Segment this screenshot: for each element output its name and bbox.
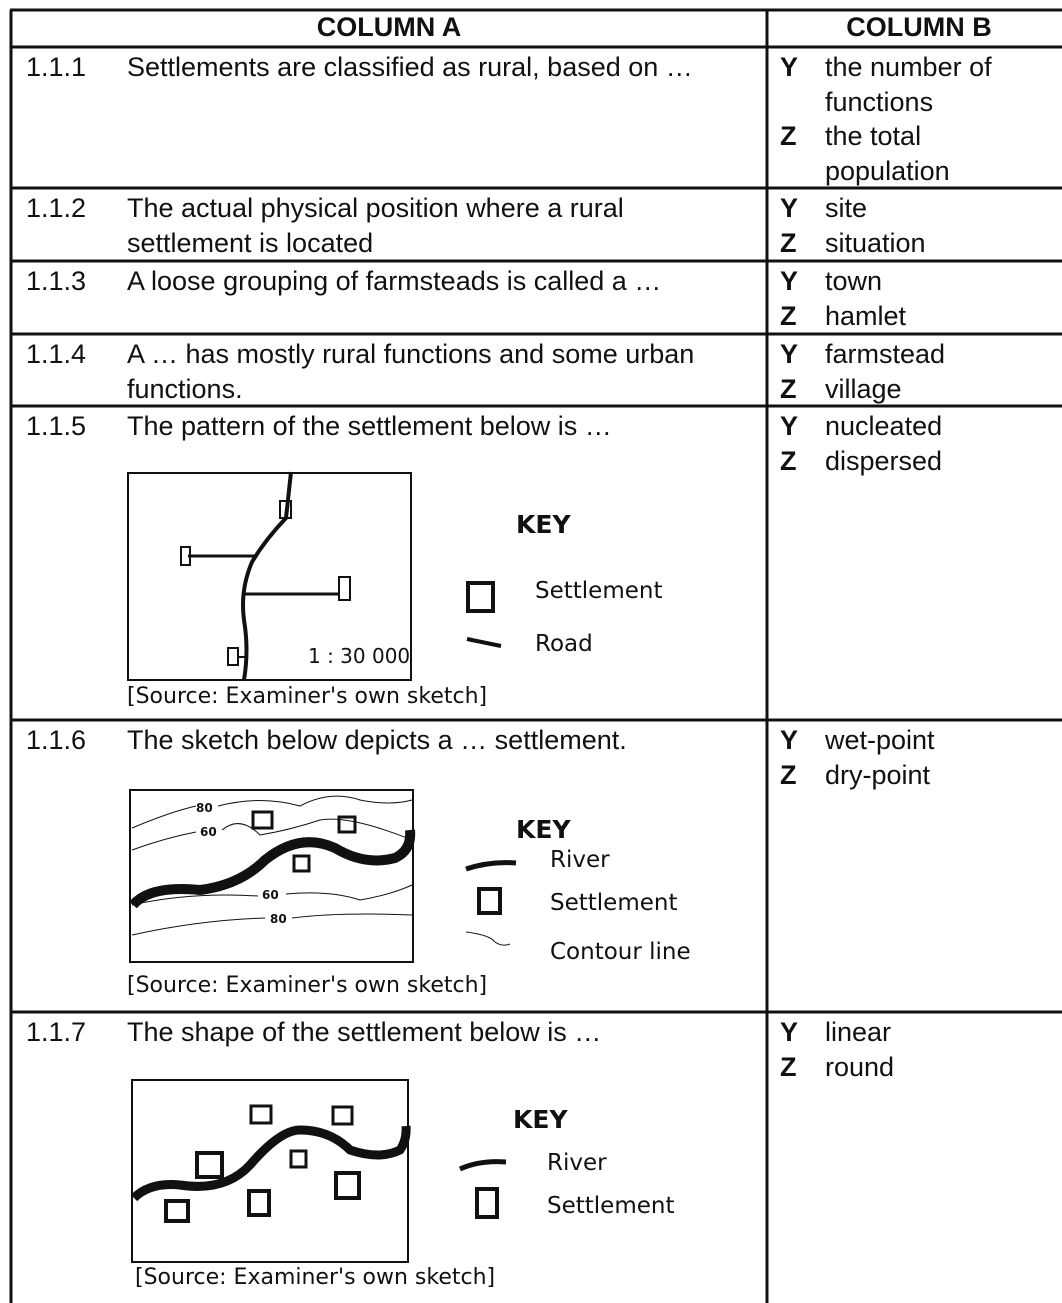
question: Settlements are classified as rural, bas… [127,50,697,85]
option-text: hamlet [825,299,995,334]
question: The shape of the settlement below is … [127,1015,747,1050]
item-number: 1.1.4 [26,337,86,372]
option-text: the total population [825,119,995,188]
question: A … has mostly rural functions and some … [127,337,697,406]
source: [Source: Examiner's own sketch] [135,1265,495,1290]
key-label: Settlement [550,890,677,916]
option-letter: Y [780,264,825,299]
option-text: wet-point [825,723,995,758]
key-title: KEY [516,815,571,844]
option-letter: Z [780,226,825,261]
question: The actual physical position where a rur… [127,191,697,260]
key-label: Settlement [547,1193,674,1219]
option-text: town [825,264,995,299]
sketch-site [130,790,516,962]
contour-label: 80 [270,912,287,926]
option-text: site [825,191,995,226]
key-title: KEY [513,1105,568,1134]
item-number: 1.1.5 [26,409,86,444]
item-number: 1.1.2 [26,191,86,226]
option-text: nucleated [825,409,995,444]
header: COLUMN A [11,10,767,45]
item-number: 1.1.7 [26,1015,86,1050]
option-text: situation [825,226,995,261]
item-number: 1.1.6 [26,723,86,758]
question: A loose grouping of farmsteads is called… [127,264,767,299]
option-text: dry-point [825,758,995,793]
option-letter: Y [780,1015,825,1050]
option-letter: Y [780,50,825,119]
option-letter: Y [780,409,825,444]
option-letter: Y [780,723,825,758]
option-letter: Z [780,372,825,407]
contour-label: 80 [196,801,213,815]
option-text: the number of functions [825,50,995,119]
option-letter: Y [780,191,825,226]
key-label: River [550,847,610,873]
option-letter: Z [780,119,825,188]
key-label: Settlement [535,578,662,604]
source: [Source: Examiner's own sketch] [127,973,487,998]
question: The sketch below depicts a … settlement. [127,723,747,758]
header: COLUMN B [767,10,1062,45]
key-title: KEY [516,510,571,539]
option-text: linear [825,1015,995,1050]
option-letter: Z [780,444,825,479]
option-letter: Z [780,1050,825,1085]
option-text: village [825,372,995,407]
page: 1 : 30 000 KEY Settlement Road [Source: … [0,0,1062,1303]
scale: 1 : 30 000 [308,644,410,668]
question: The pattern of the settlement below is … [127,409,747,444]
sketch-shape [132,1080,506,1262]
key-label: Contour line [550,939,691,965]
key-label: River [547,1150,607,1176]
source: [Source: Examiner's own sketch] [127,684,487,709]
option-letter: Z [780,299,825,334]
option-text: dispersed [825,444,995,479]
key-label: Road [535,631,593,657]
option-letter: Z [780,758,825,793]
item-number: 1.1.1 [26,50,86,85]
option-text: round [825,1050,995,1085]
option-letter: Y [780,337,825,372]
contour-label: 60 [200,825,217,839]
option-text: farmstead [825,337,995,372]
contour-label: 60 [262,888,279,902]
item-number: 1.1.3 [26,264,86,299]
